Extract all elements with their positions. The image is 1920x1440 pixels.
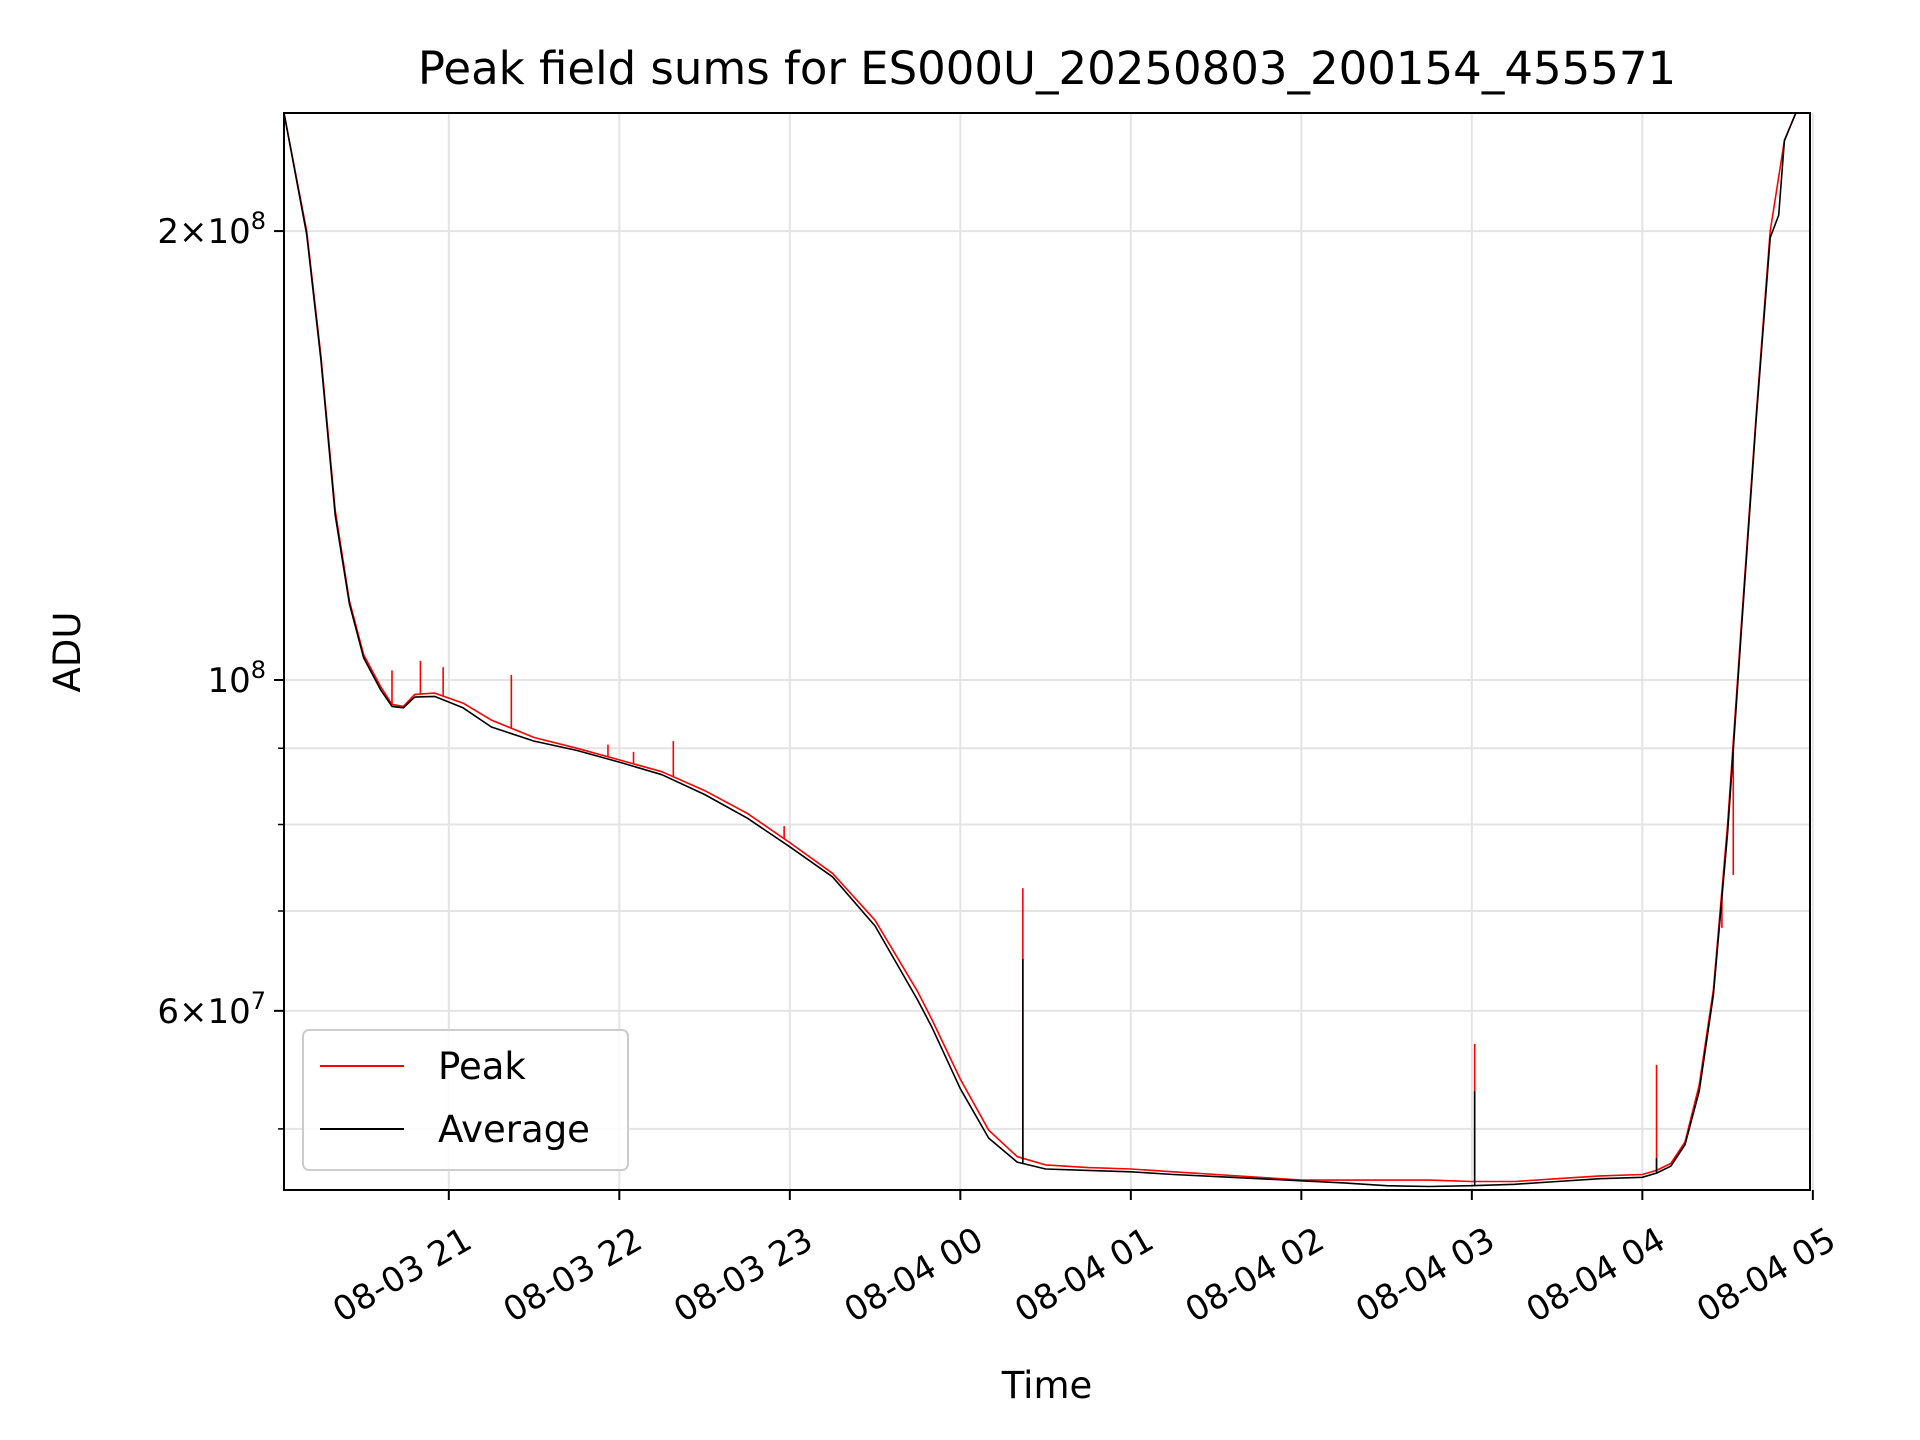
y-tick-label: 108 (207, 656, 266, 701)
chart-title: Peak field sums for ES000U_20250803_2001… (418, 42, 1676, 95)
grid (284, 113, 1814, 1190)
series-line-peak (284, 113, 1797, 1183)
legend: Peak Average (302, 1029, 629, 1171)
legend-label-peak: Peak (438, 1045, 526, 1088)
y-axis: 2×108 108 6×107 (157, 207, 284, 1130)
plot-area (284, 113, 1797, 1188)
series-line-average (284, 113, 1797, 1188)
y-tick-label: 6×107 (157, 987, 266, 1032)
y-axis-label: ADU (46, 612, 89, 693)
y-tick-label: 2×108 (157, 207, 266, 252)
legend-label-average: Average (438, 1108, 590, 1151)
axes-frame (283, 112, 1811, 1191)
x-axis-label: Time (1001, 1364, 1093, 1407)
